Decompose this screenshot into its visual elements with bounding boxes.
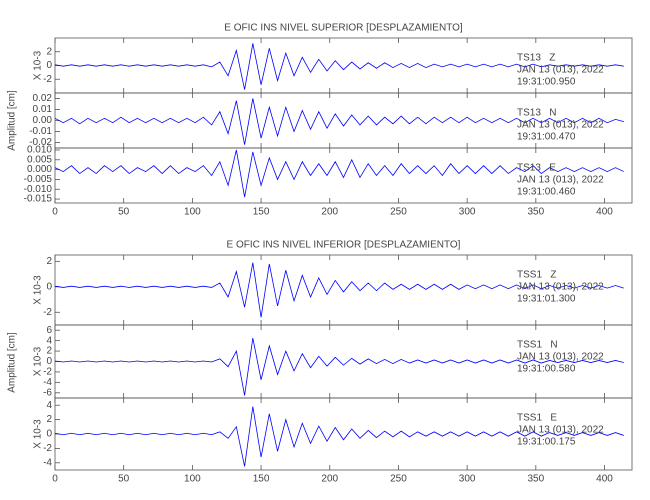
y-tick-label: 0.01 [33,104,53,115]
station-info: JAN 13 (013), 2022 [517,425,604,436]
x-tick-label: 400 [596,474,613,485]
station-label: TSS1 E [517,413,557,424]
y-axis-label: Amplitud [cm] [7,90,18,151]
x-tick-label: 300 [459,207,476,218]
y-tick-label: -6 [43,387,52,398]
x-tick-label: 250 [390,474,407,485]
y-tick-label: -0.015 [24,194,53,205]
y-tick-label: 0.000 [27,164,52,175]
y-tick-label: 6 [46,325,52,336]
x-tick-label: 350 [527,207,544,218]
y-tick-label: -0.01 [29,126,52,137]
y-tick-label: 2 [46,256,52,267]
y-tick-label: -0.005 [24,174,53,185]
y-tick-label: 0 [46,281,52,292]
y-tick-label: 0.02 [33,93,53,104]
station-label: TS13 Z [517,53,555,64]
waveform [54,337,624,396]
y-tick-label: 4 [46,335,52,346]
station-label: TSS1 Z [517,270,556,281]
y-tick-label: 0.005 [27,154,52,165]
y-tick-label: 0 [46,429,52,440]
y-tick-label: 0 [46,356,52,367]
y-tick-label: -2 [43,367,52,378]
x-tick-label: 50 [118,207,130,218]
y-tick-label: 0.010 [27,145,52,156]
x-tick-label: 100 [184,474,201,485]
y-tick-label: -4 [43,377,52,388]
y-tick-label: -4 [43,457,52,468]
x-tick-label: 100 [184,207,201,218]
x-tick-label: 0 [52,474,58,485]
station-info: 19:31:00.470 [517,132,576,143]
station-info: JAN 13 (013), 2022 [517,282,604,293]
x-tick-label: 350 [527,474,544,485]
x-tick-label: 200 [321,207,338,218]
station-info: JAN 13 (013), 2022 [517,120,604,131]
y-tick-label: -0.010 [24,184,53,195]
y-tick-label: 0 [46,60,52,71]
x-tick-label: 200 [321,474,338,485]
station-info: 19:31:00.950 [517,77,576,88]
y-tick-label: 4 [46,400,52,411]
waveform [54,43,624,90]
x-tick-label: 250 [390,207,407,218]
station-info: 19:31:00.175 [517,437,576,448]
scale-label: X 10-3 [33,50,44,80]
y-tick-label: -2 [43,74,52,85]
station-label: TSS1 N [517,340,558,351]
x-tick-label: 400 [596,207,613,218]
x-tick-label: 50 [118,474,130,485]
waveform [54,406,624,467]
waveform [54,262,624,318]
station-info: 19:31:00.580 [517,364,576,375]
waveform [54,149,624,198]
scale-label: X 10-3 [33,275,44,305]
trace-frame [54,147,633,204]
y-tick-label: -2 [43,443,52,454]
station-label: TS13 N [517,108,556,119]
waveform [54,98,624,145]
y-axis-label: Amplitud [cm] [7,332,18,393]
station-label: TS13 E [517,163,556,174]
scale-label: X 10-3 [33,346,44,376]
station-info: JAN 13 (013), 2022 [517,175,604,186]
x-tick-label: 150 [253,207,270,218]
y-tick-label: 0.00 [33,115,53,126]
station-info: JAN 13 (013), 2022 [517,352,604,363]
y-tick-label: 2 [46,414,52,425]
y-tick-label: 2 [46,46,52,57]
x-tick-label: 150 [253,474,270,485]
y-tick-label: -0.02 [29,137,52,148]
y-tick-label: 2 [46,346,52,357]
station-info: JAN 13 (013), 2022 [517,65,604,76]
y-tick-label: -2 [43,307,52,318]
x-tick-label: 300 [459,474,476,485]
station-info: 19:31:01.300 [517,294,576,305]
x-tick-label: 0 [52,207,58,218]
chart-title: E OFIC INS NIVEL INFERIOR [DESPLAZAMIENT… [227,240,461,251]
scale-label: X 10-3 [33,419,44,449]
chart-title: E OFIC INS NIVEL SUPERIOR [DESPLAZAMIENT… [224,23,463,34]
station-info: 19:31:00.460 [517,187,576,198]
